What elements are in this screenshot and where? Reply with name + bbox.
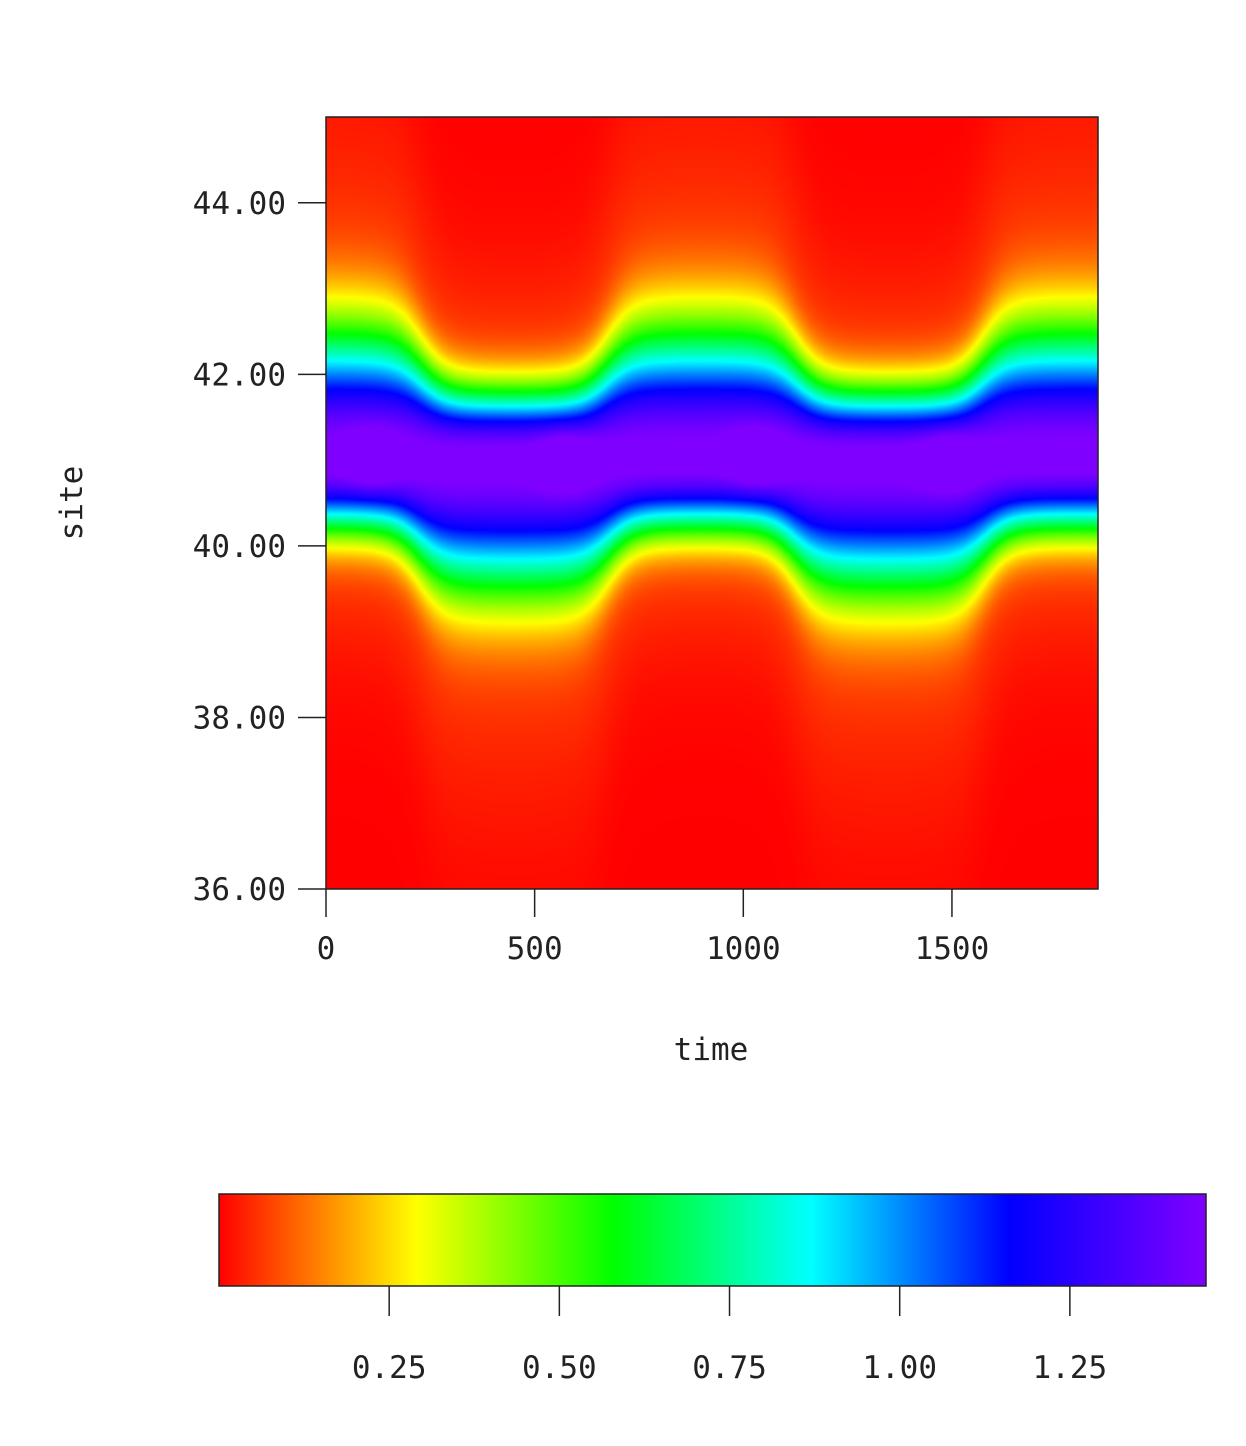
x-axis-label: time: [674, 1032, 749, 1068]
colorbar-tick-label: 0.50: [522, 1350, 597, 1386]
x-tick-label: 500: [507, 931, 563, 967]
x-axis: 0 500 1000 1500: [317, 889, 990, 967]
colorbar-tick-label: 1.25: [1033, 1350, 1108, 1386]
colorbar-tick-label: 0.75: [692, 1350, 767, 1386]
plot-frame: [325, 116, 1099, 890]
colorbar-tick-label: 1.00: [862, 1350, 937, 1386]
y-tick-label: 44.00: [193, 186, 286, 222]
y-axis: 36.00 38.00 40.00 42.00 44.00: [193, 186, 326, 908]
x-tick-label: 1500: [915, 931, 990, 967]
x-tick-label: 1000: [706, 931, 781, 967]
colorbar-gradient: [218, 1193, 1207, 1287]
y-tick-label: 42.00: [193, 357, 286, 393]
colorbar-tick-label: 0.25: [352, 1350, 427, 1386]
y-tick-label: 40.00: [193, 529, 286, 565]
plot-area: [325, 116, 1099, 890]
colorbar-ticks: 0.25 0.50 0.75 1.00 1.25: [352, 1286, 1107, 1386]
heatmap-image: [326, 117, 1098, 889]
y-tick-label: 38.00: [193, 700, 286, 736]
y-tick-label: 36.00: [193, 872, 286, 908]
x-tick-label: 0: [317, 931, 336, 967]
y-axis-label: site: [54, 466, 90, 541]
colorbar: 0.25 0.50 0.75 1.00 1.25: [218, 1193, 1207, 1386]
